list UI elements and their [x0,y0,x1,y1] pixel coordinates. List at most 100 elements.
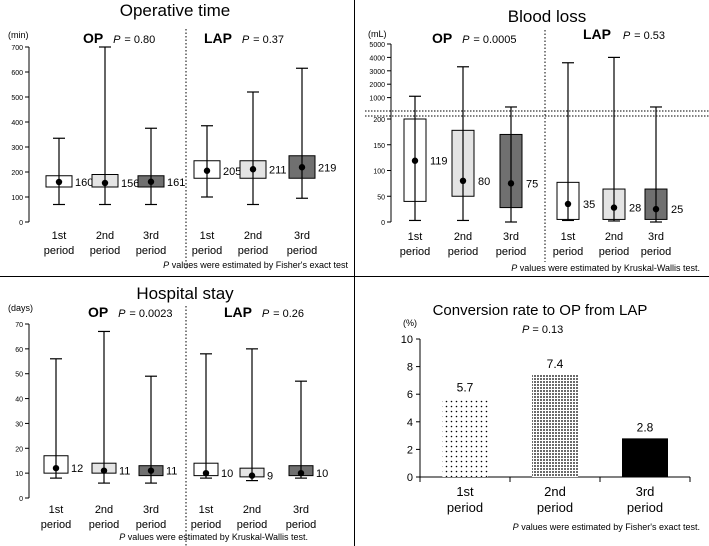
x-category-label: period [90,245,121,257]
y-tick-label: 50 [15,372,23,379]
x-category-label: 1st [408,231,423,243]
median-point [507,180,515,187]
x-category-label: 3rd [636,484,655,499]
p-symbol: P [623,30,631,42]
x-category-label: period [41,519,72,531]
y-tick-label: 1000 [369,96,385,103]
median-point [297,469,305,477]
p-symbol: P [511,263,517,273]
median-label: 11 [166,466,177,478]
x-category-label: period [44,245,75,257]
x-category-label: 1st [199,504,214,516]
x-category-label: 3rd [503,231,519,243]
x-category-label: period [400,246,431,258]
bar [532,374,578,477]
x-category-label: 3rd [143,504,159,516]
y-tick-label: 20 [15,446,23,453]
median-point [101,179,109,187]
median-label: 160 [75,177,93,189]
y-tick-label: 150 [373,143,385,150]
footnote-text: values were estimated by Fisher's exact … [521,522,700,532]
hospital-stay-panel: Hospital stay (days) OP P = 0.0023 LAP P… [8,284,328,546]
group-name: LAP [583,26,611,42]
p-symbol: P [113,34,121,46]
chart-title: Hospital stay [136,284,234,303]
y-axis-unit: (mL) [368,29,387,39]
x-category-label: 2nd [544,484,566,499]
median-label: 219 [318,162,336,174]
horizontal-panel-divider [0,276,709,277]
y-tick-label: 40 [15,397,23,404]
group-name: OP [88,304,108,320]
x-category-label: 2nd [243,504,261,516]
median-label: 12 [71,463,83,475]
group-name: LAP [224,304,252,320]
y-tick-label: 10 [401,334,413,346]
footnote-text: values were estimated by Kruskal-Wallis … [128,532,308,542]
median-label: 119 [430,156,448,168]
x-category-label: period [447,500,483,515]
group-label-op: OP P = 0.80 [83,30,155,46]
x-category-label: period [627,500,663,515]
chart-title: Blood loss [508,7,586,26]
y-tick-label: 100 [373,169,385,176]
y-tick-label: 5000 [369,42,385,49]
bar-value-label: 2.8 [637,420,654,434]
x-category-label: 3rd [648,231,664,243]
p-value: = 0.0005 [473,34,516,46]
median-point [249,166,257,173]
x-category-label: 2nd [605,231,623,243]
group-name: OP [83,30,103,46]
p-value: = 0.80 [124,34,155,46]
bar [442,398,488,477]
x-category-label: 1st [52,230,67,242]
median-point [564,200,572,208]
x-category-label: 3rd [294,230,310,242]
p-symbol: P [262,308,270,320]
y-tick-label: 600 [11,70,23,77]
footnote-text: values were estimated by Kruskal-Wallis … [520,263,700,273]
x-category-label: 2nd [96,230,114,242]
x-category-label: period [89,519,120,531]
p-value: = 0.26 [273,308,304,320]
y-tick-label: 100 [11,195,23,202]
x-category-label: period [641,246,672,258]
group-label-lap: LAP P = 0.26 [224,304,304,320]
x-category-label: period [136,519,167,531]
median-label: 75 [526,178,538,190]
median-point [652,205,660,213]
blood-loss-panel: Blood loss (mL) OP P = 0.0005 LAP P = 0.… [365,7,709,273]
median-point [202,469,210,477]
x-category-label: period [191,519,222,531]
y-tick-label: 200 [373,117,385,124]
x-category-label: period [237,519,268,531]
x-category-label: period [287,245,318,257]
y-tick-label: 4 [407,417,413,429]
footnote: P values were estimated by Kruskal-Walli… [119,532,308,542]
p-value: = 0.53 [634,30,665,42]
conversion-rate-panel: Conversion rate to OP from LAP (%) P = 0… [401,302,700,532]
median-point [147,467,155,474]
footnote: P values were estimated by Fisher's exac… [163,260,348,270]
median-label: 9 [267,471,273,483]
y-tick-label: 3000 [369,69,385,76]
y-tick-label: 2 [407,444,413,456]
y-tick-label: 2000 [369,82,385,89]
p-symbol: P [118,308,126,320]
p-value: = 0.13 [532,324,563,336]
y-tick-label: 0 [19,496,23,503]
x-category-label: 1st [561,231,576,243]
chart-title: Conversion rate to OP from LAP [433,302,648,319]
median-point [55,178,63,186]
vertical-panel-divider [354,0,355,546]
median-label: 25 [671,204,683,216]
x-category-label: period [599,246,630,258]
y-tick-label: 700 [11,45,23,52]
median-point [459,177,467,184]
median-point [248,472,256,479]
x-category-label: 3rd [143,230,159,242]
median-label: 211 [269,164,287,176]
median-label: 80 [478,176,490,188]
p-symbol: P [163,260,169,270]
y-tick-label: 0 [381,220,385,227]
